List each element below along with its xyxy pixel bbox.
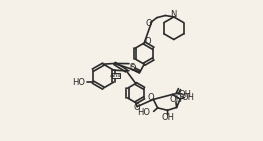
Text: O: O — [133, 103, 140, 112]
Text: HO: HO — [137, 108, 150, 117]
Text: OH: OH — [170, 95, 183, 104]
Text: O: O — [129, 64, 136, 73]
Text: O: O — [145, 19, 152, 28]
Text: O: O — [145, 37, 151, 46]
Text: OH: OH — [179, 90, 191, 99]
Bar — [112, 73, 120, 78]
Text: OH: OH — [181, 93, 194, 102]
Text: O: O — [148, 93, 154, 103]
Text: Ans: Ans — [110, 73, 122, 78]
Text: HO: HO — [72, 78, 85, 87]
Text: OH: OH — [161, 113, 174, 122]
Text: S: S — [129, 63, 135, 72]
Text: N: N — [171, 10, 177, 19]
